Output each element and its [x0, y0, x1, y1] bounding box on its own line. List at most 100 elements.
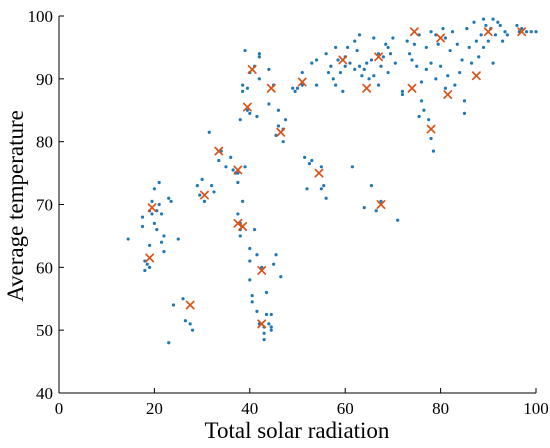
dot-point	[493, 33, 498, 37]
dot-point	[181, 297, 185, 301]
dot-point	[310, 158, 314, 163]
dot-point	[276, 124, 281, 128]
x-marker-point	[517, 27, 527, 37]
x-tick-label: 0	[55, 399, 64, 418]
x-tick-label: 80	[432, 399, 449, 418]
dot-point	[374, 209, 378, 213]
x-marker-point	[233, 218, 243, 228]
dot-point	[257, 77, 261, 81]
dot-point	[376, 52, 381, 56]
dot-point	[303, 155, 307, 159]
dot-point	[279, 275, 283, 279]
dot-point	[319, 165, 323, 169]
dot-point	[314, 83, 319, 87]
x-marker-point	[338, 55, 348, 65]
dot-point	[431, 149, 436, 153]
dot-point	[167, 196, 171, 200]
dot-point	[167, 341, 171, 345]
dot-point	[429, 61, 433, 65]
x-marker-point	[471, 71, 481, 81]
dot-point	[169, 199, 173, 203]
dot-point	[472, 20, 476, 24]
dot-point	[267, 102, 271, 106]
dot-point	[505, 33, 509, 37]
dot-point	[310, 61, 314, 65]
dot-point	[407, 52, 412, 56]
x-marker-point	[407, 83, 417, 93]
axes	[58, 16, 536, 394]
dot-point	[524, 30, 529, 34]
dot-point	[155, 228, 159, 232]
dot-point	[326, 70, 331, 75]
dot-point	[443, 36, 447, 40]
dot-point	[267, 67, 271, 72]
dot-point	[462, 111, 467, 115]
dot-point	[386, 45, 390, 50]
dot-point	[241, 89, 245, 93]
x-ticks: 0 20 40 60 80 100	[55, 388, 549, 418]
dot-point	[424, 67, 428, 72]
dot-point	[391, 36, 395, 40]
dot-point	[269, 312, 273, 317]
dot-point	[501, 39, 505, 43]
x-marker-point	[242, 102, 252, 112]
dot-point	[376, 83, 381, 87]
dot-point	[212, 190, 216, 194]
x-marker-point	[276, 127, 286, 137]
dot-point	[162, 250, 166, 254]
dot-point	[260, 265, 264, 269]
dot-point	[491, 17, 495, 21]
dot-point	[198, 193, 202, 197]
x-marker-point	[374, 52, 384, 62]
x-marker-point	[483, 27, 493, 37]
dot-point	[441, 26, 445, 31]
x-axis-title: Total solar radiation	[205, 418, 390, 443]
dot-point	[436, 42, 440, 46]
dot-point	[455, 42, 459, 46]
dot-point	[200, 177, 204, 181]
dot-point	[331, 77, 335, 81]
dot-point	[324, 196, 328, 200]
dot-point	[264, 290, 269, 295]
dot-point	[481, 45, 486, 50]
dot-point	[236, 171, 240, 175]
y-tick-label: 80	[36, 133, 53, 152]
x-marker-point	[257, 319, 267, 329]
dot-point	[152, 187, 156, 191]
dot-point	[341, 89, 345, 93]
dot-point	[384, 42, 388, 46]
dot-point	[157, 180, 161, 185]
dot-point	[427, 118, 431, 122]
dot-point	[410, 58, 414, 62]
dot-point	[176, 237, 180, 241]
dot-point	[248, 259, 252, 263]
dot-point	[529, 30, 533, 34]
x-marker-point	[214, 146, 224, 156]
dot-point	[229, 155, 233, 159]
dot-point	[255, 309, 259, 313]
x-marker-point	[185, 300, 195, 310]
dot-point	[195, 184, 199, 188]
dot-point	[236, 180, 240, 185]
dot-point	[159, 212, 164, 216]
dot-point	[202, 199, 207, 203]
dot-point	[140, 215, 145, 219]
x-marker-point	[247, 64, 257, 74]
dot-point	[210, 184, 214, 188]
dot-point	[415, 64, 419, 68]
y-tick-label: 70	[36, 196, 53, 215]
dot-point	[491, 61, 495, 65]
dot-point	[458, 70, 462, 75]
dot-point	[486, 39, 490, 43]
dot-point	[183, 319, 188, 323]
x-marker-point	[145, 253, 155, 263]
dot-point	[503, 30, 507, 34]
dot-point	[336, 58, 340, 62]
dot-point	[362, 67, 366, 72]
x-marker-point	[257, 266, 267, 275]
dot-point	[241, 199, 245, 203]
dot-point	[343, 64, 347, 68]
x-marker-point	[200, 190, 209, 200]
dot-point	[515, 23, 519, 28]
